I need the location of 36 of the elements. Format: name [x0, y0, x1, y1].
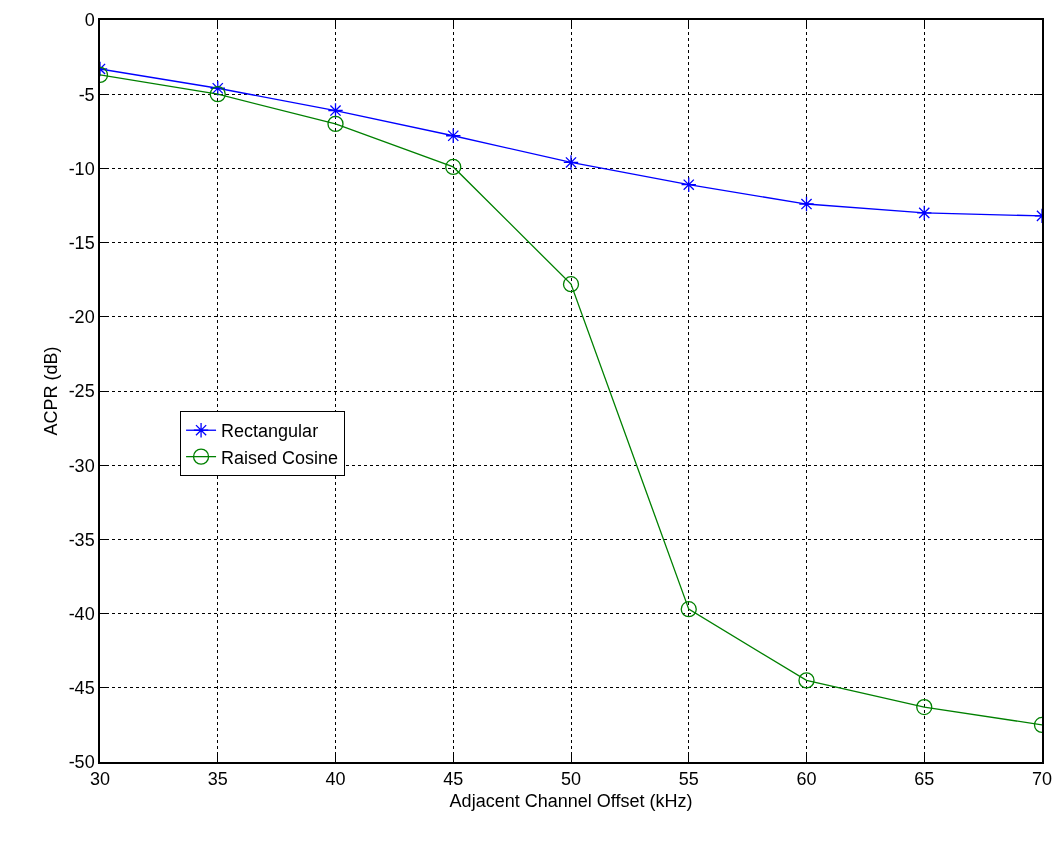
x-tick-label: 60 [796, 769, 817, 790]
y-tick-label: -45 [68, 678, 95, 699]
point [563, 154, 579, 171]
legend-label: Rectangular [221, 421, 319, 442]
point [916, 205, 933, 221]
x-tick-label: 55 [678, 769, 699, 790]
point [445, 127, 462, 144]
x-tick-label: 65 [914, 769, 935, 790]
x-tick-label: 70 [1031, 769, 1053, 790]
point [798, 672, 815, 689]
y-tick-label: -15 [68, 232, 95, 253]
y-tick-label: -20 [68, 307, 95, 328]
legend-label: Raised Cosine [221, 447, 339, 468]
y-tick-label: -5 [78, 84, 95, 105]
point [798, 196, 815, 212]
y-tick-label: 0 [84, 10, 95, 31]
point [209, 80, 226, 97]
x-tick-label: 45 [443, 769, 464, 790]
point [445, 158, 462, 176]
point [916, 698, 933, 716]
y-tick-label: -25 [68, 381, 95, 402]
x-tick-label: 35 [207, 769, 228, 790]
point [209, 86, 226, 103]
point [327, 102, 344, 119]
point [562, 276, 580, 293]
x-axis-title: Adjacent Channel Offset (kHz) [449, 790, 693, 811]
point [327, 115, 344, 133]
y-tick-label: -35 [68, 529, 95, 550]
y-tick-label: -30 [68, 455, 95, 476]
x-tick-label: 50 [560, 769, 582, 790]
point [680, 176, 697, 193]
point [680, 601, 697, 618]
y-tick-label: -10 [68, 158, 95, 179]
x-tick-label: 40 [325, 769, 346, 790]
y-tick-label: -40 [68, 603, 95, 624]
y-axis-title: ACPR (dB) [41, 346, 62, 436]
